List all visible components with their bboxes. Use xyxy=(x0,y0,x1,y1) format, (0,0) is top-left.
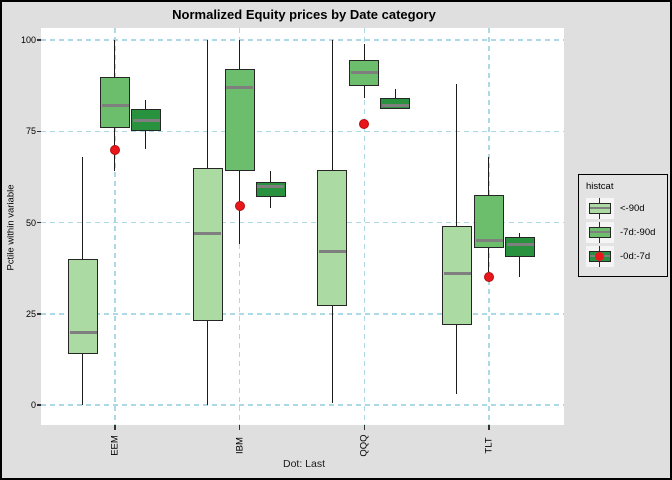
median-line-icon xyxy=(590,207,610,209)
boxplot-median-line xyxy=(257,184,285,188)
y-tick-mark xyxy=(37,130,41,132)
boxplot-median-line xyxy=(194,231,222,235)
legend-label: -7d:-90d xyxy=(620,227,656,238)
last-value-dot xyxy=(110,144,120,155)
gridline-horizontal xyxy=(41,39,564,41)
chart-title: Normalized Equity prices by Date categor… xyxy=(172,7,436,22)
legend-label: <-90d xyxy=(620,203,645,214)
y-axis-title: Pctile within variable xyxy=(5,184,17,271)
boxplot-median-line xyxy=(132,118,160,122)
x-tick-mark xyxy=(488,425,490,430)
legend-title: histcat xyxy=(586,181,614,192)
y-tick-mark xyxy=(37,404,41,406)
legend-key-boxplot-icon xyxy=(586,198,614,219)
y-tick-label: 25 xyxy=(25,308,36,319)
plot-panel xyxy=(41,28,564,425)
legend-label: -0d:-7d xyxy=(620,251,651,262)
y-tick-label: 75 xyxy=(25,126,36,137)
x-tick-label: EEM xyxy=(109,435,121,456)
boxplot-median-line xyxy=(318,250,346,254)
boxplot-median-line xyxy=(226,85,254,89)
boxplot-median-line xyxy=(443,272,471,276)
boxplot-median-line xyxy=(475,239,503,243)
last-value-dot xyxy=(484,272,494,283)
x-tick-label: TLT xyxy=(483,437,495,454)
boxplot-box xyxy=(192,167,223,322)
y-tick-mark xyxy=(37,221,41,224)
legend-item-7d-90d: -7d:-90d xyxy=(586,222,662,243)
x-tick-label: QQQ xyxy=(358,434,370,457)
x-tick-label: IBM xyxy=(234,437,246,454)
boxplot-median-line xyxy=(350,71,378,75)
red-dot-icon xyxy=(595,252,604,261)
boxplot-median-line xyxy=(69,330,97,334)
x-tick-mark xyxy=(114,425,116,430)
legend-item-0d-7d: -0d:-7d xyxy=(586,246,662,267)
boxplot-median-line xyxy=(381,104,409,108)
median-line-icon xyxy=(590,231,610,233)
gridline-horizontal xyxy=(41,313,564,315)
gridline-horizontal xyxy=(41,221,564,224)
y-tick-label: 0 xyxy=(30,400,36,410)
legend-key-boxplot-icon xyxy=(586,222,614,243)
last-value-dot xyxy=(359,118,370,129)
legend: histcat <-90d -7d:-90d xyxy=(578,174,668,277)
boxplot-box xyxy=(317,169,348,307)
legend-item-lt-90d: <-90d xyxy=(586,198,662,219)
gridline-vertical xyxy=(114,28,116,425)
boxplot-median-line xyxy=(506,242,534,246)
boxplot-box xyxy=(442,226,472,325)
gridline-vertical xyxy=(363,28,366,425)
y-tick-label: 50 xyxy=(25,217,36,228)
boxplot-box xyxy=(68,259,98,354)
boxplot-box xyxy=(474,195,504,249)
last-value-dot xyxy=(234,201,245,212)
boxplot-box xyxy=(100,76,130,128)
x-tick-mark xyxy=(238,425,241,430)
y-tick-label: 100 xyxy=(20,35,36,45)
boxplot-box xyxy=(380,98,411,110)
y-tick-mark xyxy=(37,39,41,41)
boxplot-box xyxy=(224,69,255,172)
boxplot-box xyxy=(505,237,535,258)
boxplot-median-line xyxy=(101,104,129,108)
gridline-horizontal xyxy=(41,130,564,132)
y-tick-mark xyxy=(37,313,41,315)
caption-dot-last: Dot: Last xyxy=(282,458,326,470)
legend-key-boxplot-icon xyxy=(586,246,614,267)
x-tick-mark xyxy=(363,425,366,430)
gridline-horizontal xyxy=(41,404,564,406)
